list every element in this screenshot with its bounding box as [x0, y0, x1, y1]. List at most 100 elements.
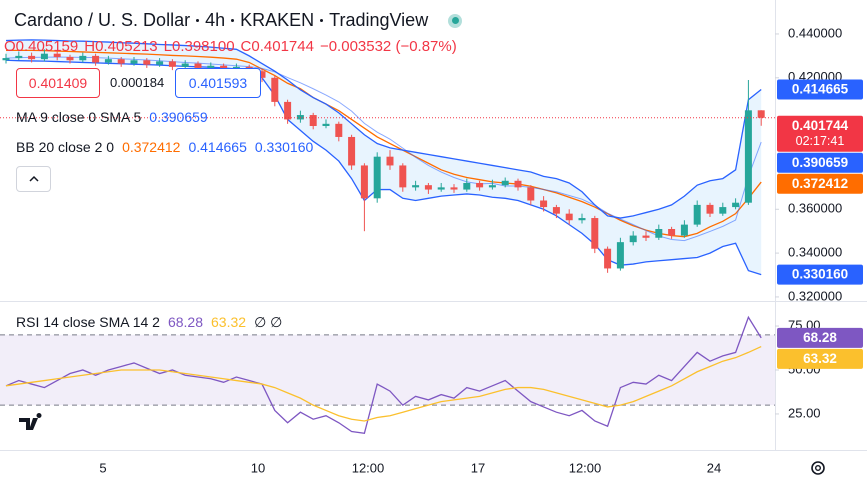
- candle-body: [437, 187, 445, 190]
- bb-badge-bg: [777, 264, 863, 285]
- candle-body: [2, 58, 10, 61]
- bb-badge-label: 0.372412: [792, 176, 848, 191]
- spread: 0.000184: [110, 74, 165, 90]
- tradingview-logo: [14, 410, 54, 440]
- bb-line: [5, 39, 762, 219]
- ma-badge-label: 0.390659: [792, 155, 848, 170]
- candle-body: [284, 101, 292, 120]
- close: C0.401744: [240, 38, 314, 55]
- candle-body: [527, 187, 535, 201]
- ma-line: [5, 56, 762, 242]
- candle-body: [655, 228, 663, 238]
- ma-value: 0.390659: [149, 109, 208, 125]
- candle-body: [693, 204, 701, 225]
- low: L0.398100: [163, 38, 235, 55]
- bb-badge: 0.330160: [777, 264, 863, 285]
- y-tick-label: 25.00: [788, 405, 821, 420]
- y-tick-label: 0.320000: [788, 288, 842, 303]
- candle-body: [744, 110, 752, 203]
- x-tick-label: 12:00: [352, 460, 385, 475]
- candle-body: [66, 56, 74, 61]
- settings-gear[interactable]: [811, 461, 825, 475]
- bb-line: [6, 49, 762, 238]
- rsi-badge-bg: [777, 348, 863, 369]
- bb-badge: 0.414665: [777, 79, 863, 100]
- separator: [231, 19, 235, 22]
- bb-badge-bg: [777, 79, 863, 100]
- rsi-badge-label: 68.28: [803, 330, 837, 345]
- ma-badge-bg: [777, 152, 863, 173]
- candle-body: [53, 53, 61, 57]
- rsi-legend: RSI 14 close SMA 14 2 68.28 63.32 ∅ ∅: [16, 314, 282, 331]
- ma-legend: MA 9 close 0 SMA 5 0.390659: [16, 109, 208, 125]
- candle-body: [194, 63, 202, 68]
- candle-body: [130, 60, 138, 64]
- candle-body: [28, 55, 36, 60]
- candle-body: [578, 218, 586, 221]
- rsi-sma-value: 63.32: [211, 314, 247, 330]
- candle-body: [565, 213, 573, 221]
- y-tick-label: 0.360000: [788, 201, 842, 216]
- separator: [320, 19, 324, 22]
- bb-title: BB 20 close 2 0: [16, 139, 115, 155]
- candle-body: [271, 77, 279, 102]
- ma-badge: 0.390659: [777, 152, 863, 173]
- chevron[interactable]: [28, 175, 40, 183]
- header: Cardano / U. S. Dollar 4h KRAKEN Trading…: [14, 10, 463, 31]
- candle-body: [412, 185, 420, 188]
- candle-body: [642, 235, 650, 238]
- candle-body: [360, 165, 368, 199]
- candle-body: [207, 65, 215, 68]
- candle-body: [732, 202, 740, 208]
- candle-body: [514, 180, 522, 188]
- market-status: [448, 13, 463, 28]
- chevron-path[interactable]: [28, 175, 39, 182]
- candle-body: [258, 71, 266, 78]
- bb-badge-label: 0.414665: [792, 82, 849, 97]
- candle-body: [706, 204, 714, 214]
- candle-body: [309, 115, 317, 127]
- sell-button[interactable]: 0.401409: [16, 68, 100, 98]
- candle-body: [540, 200, 548, 208]
- candle-body: [104, 59, 112, 63]
- bb-badge: 0.372412: [777, 173, 863, 194]
- candle-body: [424, 185, 432, 190]
- candle-body: [92, 55, 100, 63]
- rsi-value: 68.28: [167, 314, 204, 330]
- bb-badge-label: 0.330160: [792, 267, 848, 282]
- open: O0.405159: [4, 38, 79, 55]
- rsi-band: [0, 334, 775, 406]
- rsi-title: RSI 14 close SMA 14 2: [16, 314, 160, 330]
- bb-badge-bg: [777, 173, 863, 194]
- candle-body: [296, 115, 304, 120]
- bb-legend: BB 20 close 2 0 0.372412 0.414665 0.3301…: [16, 139, 313, 155]
- candle-body: [591, 218, 599, 249]
- y-tick-label: 0.440000: [788, 25, 842, 40]
- last-price-badge-extra: 02:17:41: [796, 134, 845, 148]
- candle-body: [668, 228, 676, 236]
- candle-body: [15, 55, 23, 59]
- candle-body: [399, 165, 407, 188]
- rsi-badge-bg: [777, 327, 863, 348]
- candle-body: [335, 123, 343, 137]
- candle-body: [117, 59, 125, 64]
- gear-hub[interactable]: [815, 465, 821, 471]
- x-tick-label: 10: [251, 460, 265, 475]
- candle-body: [373, 156, 381, 199]
- collapse-button[interactable]: [16, 166, 51, 192]
- ohlc-legend: O0.405159 H0.405213 L0.398100 C0.401744 …: [4, 38, 457, 55]
- gear-ring[interactable]: [811, 461, 825, 475]
- rsi-badge: 68.28: [777, 327, 863, 348]
- interval[interactable]: 4h: [205, 10, 226, 30]
- logo-mark: [19, 413, 42, 430]
- exchange: KRAKEN: [240, 10, 315, 30]
- high: H0.405213: [84, 38, 158, 55]
- candle-body: [181, 63, 189, 67]
- rsi-badge: 63.32: [777, 348, 863, 369]
- candle-body: [488, 185, 496, 188]
- buy-button[interactable]: 0.401593: [175, 68, 261, 98]
- candle-body: [501, 180, 509, 186]
